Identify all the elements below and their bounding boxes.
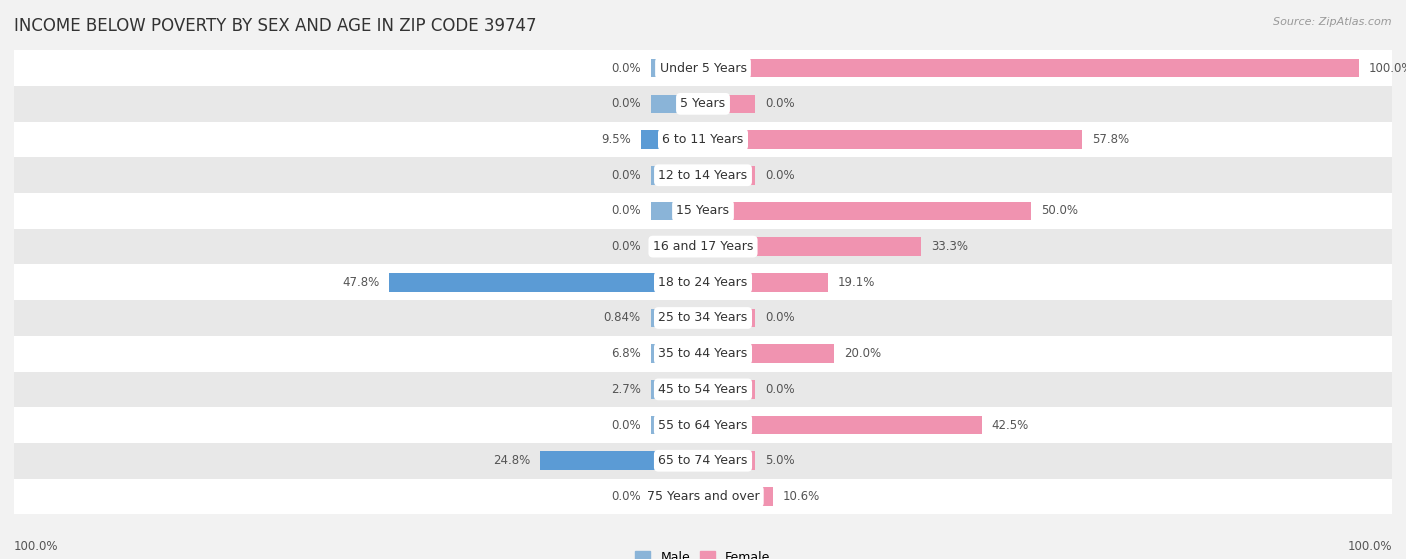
Bar bbox=[651, 416, 703, 434]
Text: 12 to 14 Years: 12 to 14 Years bbox=[658, 169, 748, 182]
Bar bbox=[703, 416, 981, 434]
Bar bbox=[14, 443, 1392, 479]
Text: 47.8%: 47.8% bbox=[342, 276, 380, 289]
Bar bbox=[651, 238, 703, 256]
Text: 10.6%: 10.6% bbox=[782, 490, 820, 503]
Text: 0.0%: 0.0% bbox=[612, 61, 641, 75]
Bar bbox=[651, 344, 703, 363]
Bar bbox=[389, 273, 703, 292]
Text: 100.0%: 100.0% bbox=[1369, 61, 1406, 75]
Bar bbox=[703, 344, 834, 363]
Bar bbox=[14, 336, 1392, 372]
Bar bbox=[703, 309, 755, 327]
Text: 0.0%: 0.0% bbox=[765, 169, 794, 182]
Text: 57.8%: 57.8% bbox=[1092, 133, 1129, 146]
Text: 55 to 64 Years: 55 to 64 Years bbox=[658, 419, 748, 432]
Bar bbox=[703, 273, 828, 292]
Bar bbox=[703, 59, 1360, 78]
Text: 45 to 54 Years: 45 to 54 Years bbox=[658, 383, 748, 396]
Text: 20.0%: 20.0% bbox=[844, 347, 882, 360]
Text: 6 to 11 Years: 6 to 11 Years bbox=[662, 133, 744, 146]
Bar bbox=[703, 452, 755, 470]
Bar bbox=[703, 130, 1083, 149]
Bar bbox=[14, 193, 1392, 229]
Text: 25 to 34 Years: 25 to 34 Years bbox=[658, 311, 748, 324]
Bar bbox=[651, 59, 703, 78]
Text: 35 to 44 Years: 35 to 44 Years bbox=[658, 347, 748, 360]
Bar bbox=[703, 94, 755, 113]
Bar bbox=[703, 202, 1031, 220]
Legend: Male, Female: Male, Female bbox=[636, 551, 770, 559]
Text: 24.8%: 24.8% bbox=[494, 454, 530, 467]
Text: 0.0%: 0.0% bbox=[612, 240, 641, 253]
Text: 100.0%: 100.0% bbox=[14, 541, 59, 553]
Bar bbox=[703, 238, 921, 256]
Text: 75 Years and over: 75 Years and over bbox=[647, 490, 759, 503]
Text: 0.0%: 0.0% bbox=[612, 205, 641, 217]
Bar bbox=[14, 229, 1392, 264]
Bar bbox=[14, 479, 1392, 514]
Text: 0.0%: 0.0% bbox=[612, 419, 641, 432]
Bar bbox=[651, 166, 703, 184]
Bar bbox=[14, 122, 1392, 158]
Bar bbox=[14, 300, 1392, 336]
Text: 19.1%: 19.1% bbox=[838, 276, 876, 289]
Text: 18 to 24 Years: 18 to 24 Years bbox=[658, 276, 748, 289]
Text: 5.0%: 5.0% bbox=[765, 454, 794, 467]
Text: 42.5%: 42.5% bbox=[991, 419, 1029, 432]
Text: Under 5 Years: Under 5 Years bbox=[659, 61, 747, 75]
Text: 65 to 74 Years: 65 to 74 Years bbox=[658, 454, 748, 467]
Text: 0.0%: 0.0% bbox=[765, 383, 794, 396]
Text: 0.84%: 0.84% bbox=[603, 311, 641, 324]
Text: 6.8%: 6.8% bbox=[612, 347, 641, 360]
Bar bbox=[14, 264, 1392, 300]
Text: 33.3%: 33.3% bbox=[931, 240, 969, 253]
Text: 0.0%: 0.0% bbox=[765, 97, 794, 110]
Bar bbox=[703, 166, 755, 184]
Bar bbox=[540, 452, 703, 470]
Text: 0.0%: 0.0% bbox=[765, 311, 794, 324]
Bar bbox=[703, 380, 755, 399]
Text: 15 Years: 15 Years bbox=[676, 205, 730, 217]
Bar bbox=[651, 309, 703, 327]
Text: INCOME BELOW POVERTY BY SEX AND AGE IN ZIP CODE 39747: INCOME BELOW POVERTY BY SEX AND AGE IN Z… bbox=[14, 17, 537, 35]
Text: 16 and 17 Years: 16 and 17 Years bbox=[652, 240, 754, 253]
Text: 0.0%: 0.0% bbox=[612, 490, 641, 503]
Text: 5 Years: 5 Years bbox=[681, 97, 725, 110]
Text: 9.5%: 9.5% bbox=[602, 133, 631, 146]
Bar bbox=[651, 380, 703, 399]
Text: 0.0%: 0.0% bbox=[612, 169, 641, 182]
Bar bbox=[703, 487, 772, 506]
Bar bbox=[651, 487, 703, 506]
Text: 50.0%: 50.0% bbox=[1040, 205, 1078, 217]
Bar bbox=[14, 372, 1392, 407]
Bar bbox=[641, 130, 703, 149]
Bar bbox=[540, 452, 703, 470]
Bar bbox=[14, 50, 1392, 86]
Bar bbox=[14, 158, 1392, 193]
Text: 100.0%: 100.0% bbox=[1347, 541, 1392, 553]
Bar bbox=[641, 130, 703, 149]
Bar bbox=[389, 273, 703, 292]
Bar bbox=[14, 86, 1392, 122]
Text: 2.7%: 2.7% bbox=[610, 383, 641, 396]
Bar bbox=[651, 94, 703, 113]
Text: Source: ZipAtlas.com: Source: ZipAtlas.com bbox=[1274, 17, 1392, 27]
Bar bbox=[14, 407, 1392, 443]
Text: 0.0%: 0.0% bbox=[612, 97, 641, 110]
Bar bbox=[651, 202, 703, 220]
